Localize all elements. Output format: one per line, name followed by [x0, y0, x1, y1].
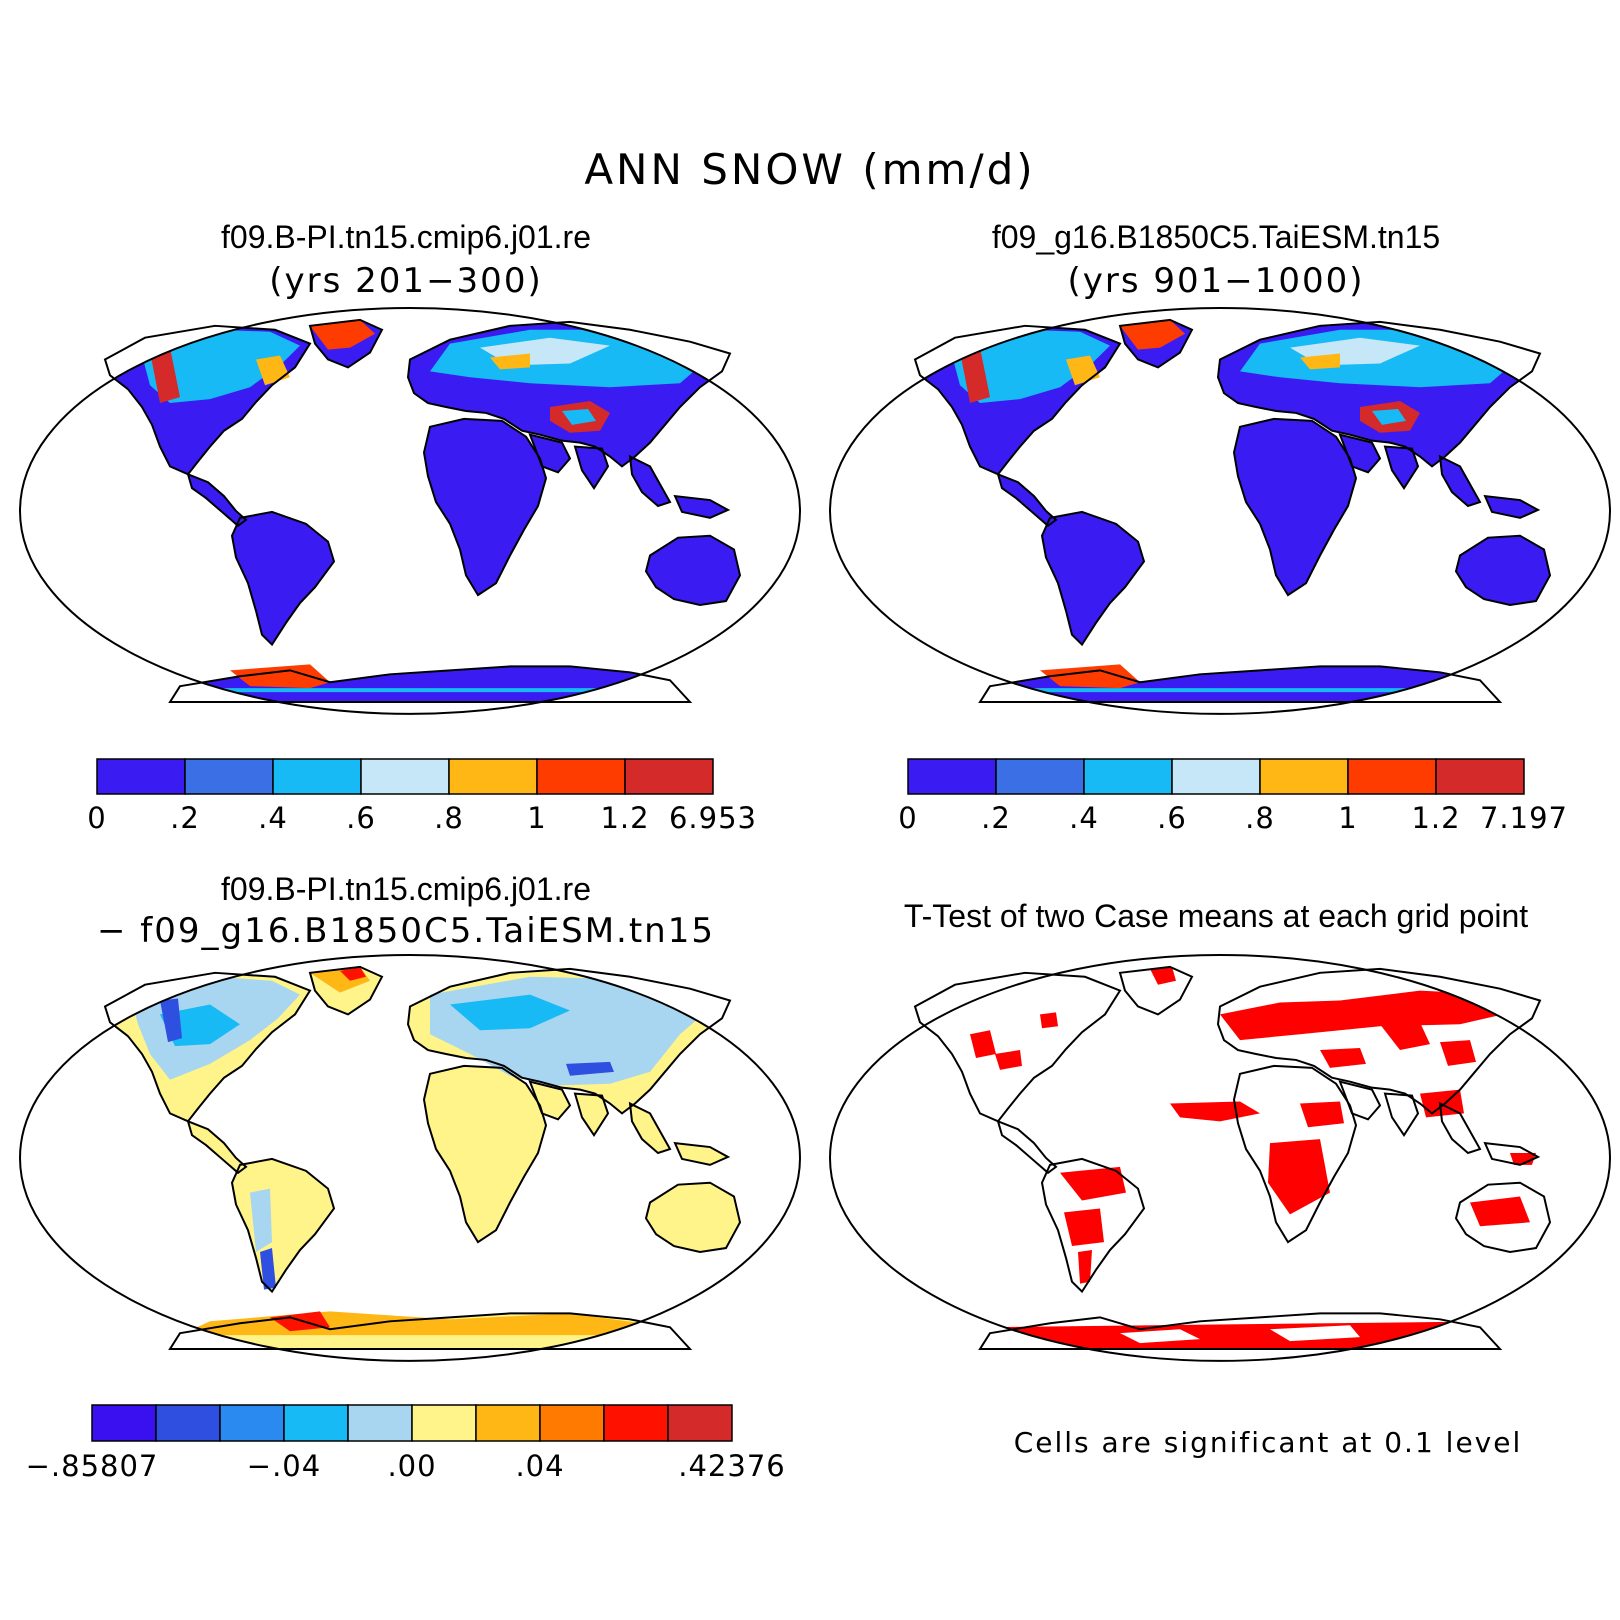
panel-case2-subtitle: (yrs 901−1000)	[1067, 261, 1364, 301]
panel-diff-title: f09.B-PI.tn15.cmip6.j01.re	[221, 871, 591, 907]
panel-diff-subtitle: − f09_g16.B1850C5.TaiESM.tn15	[97, 911, 715, 951]
colorbar-tick-label: .8	[434, 801, 464, 835]
colorbar-swatch	[155, 1404, 221, 1442]
panel-case1-title: f09.B-PI.tn15.cmip6.j01.re	[221, 219, 591, 255]
figure-title: ANN SNOW (mm/d)	[584, 145, 1035, 194]
panel-case1: f09.B-PI.tn15.cmip6.j01.re (yrs 201−300)	[19, 219, 801, 835]
colorbar-tick-label: .4	[1069, 801, 1099, 835]
colorbar-tick-label: 1.2	[1411, 801, 1460, 835]
colorbar-swatch	[907, 758, 997, 795]
colorbar-swatch	[1083, 758, 1173, 795]
map-diff	[19, 954, 801, 1362]
colorbar-tick-label: .00	[387, 1449, 436, 1483]
map-case1-border	[19, 307, 801, 715]
colorbar-swatch	[411, 1404, 477, 1442]
colorbar-swatch	[219, 1404, 285, 1442]
colorbar-tick-label: .2	[981, 801, 1011, 835]
colorbar-swatch	[272, 758, 362, 795]
colorbar-tick-label: −.04	[247, 1449, 321, 1483]
colorbar-swatch	[96, 758, 186, 795]
panel-case2-title: f09_g16.B1850C5.TaiESM.tn15	[992, 219, 1440, 255]
colorbar-tick-label: .42376	[678, 1449, 785, 1483]
colorbar-swatch	[91, 1404, 157, 1442]
colorbar-case2: 0 .2 .4 .6 .8 1 1.2 7.197	[898, 758, 1568, 835]
panel-ttest: T-Test of two Case means at each grid po…	[829, 898, 1611, 1459]
map-case2-border	[829, 307, 1611, 715]
colorbar-tick-label: .4	[258, 801, 288, 835]
colorbar-tick-label: 0	[87, 801, 106, 835]
colorbar-tick-label: −.85807	[26, 1449, 159, 1483]
colorbar-swatch	[448, 758, 538, 795]
colorbar-swatch	[1435, 758, 1525, 795]
colorbar-swatch	[603, 1404, 669, 1442]
map-diff-border	[19, 954, 801, 1362]
colorbar-tick-label: .04	[515, 1449, 564, 1483]
colorbar-diff: −.85807 −.04 .00 .04 .42376	[26, 1404, 785, 1483]
colorbar-swatch	[624, 758, 714, 795]
colorbar-swatch	[1259, 758, 1349, 795]
colorbar-swatch	[283, 1404, 349, 1442]
colorbar-swatch	[539, 1404, 605, 1442]
colorbar-tick-label: .6	[346, 801, 376, 835]
colorbar-swatch	[667, 1404, 733, 1442]
map-ttest	[829, 954, 1611, 1362]
colorbar-swatch	[360, 758, 450, 795]
panel-case1-subtitle: (yrs 201−300)	[269, 261, 542, 301]
colorbar-swatch	[347, 1404, 413, 1442]
map-ttest-border	[829, 954, 1611, 1362]
panel-diff: f09.B-PI.tn15.cmip6.j01.re − f09_g16.B18…	[19, 871, 801, 1483]
colorbar-case1: 0 .2 .4 .6 .8 1 1.2 6.953	[87, 758, 757, 835]
panel-ttest-title: T-Test of two Case means at each grid po…	[904, 898, 1528, 934]
colorbar-swatch	[536, 758, 626, 795]
colorbar-swatch	[184, 758, 274, 795]
colorbar-tick-label: 7.197	[1480, 801, 1568, 835]
colorbar-tick-label: .8	[1245, 801, 1275, 835]
panel-case2: f09_g16.B1850C5.TaiESM.tn15 (yrs 901−100…	[829, 219, 1611, 835]
colorbar-tick-label: 1	[527, 801, 546, 835]
colorbar-tick-label: 6.953	[669, 801, 757, 835]
colorbar-swatch	[995, 758, 1085, 795]
colorbar-tick-label: 0	[898, 801, 917, 835]
colorbar-tick-label: .6	[1157, 801, 1187, 835]
colorbar-swatch	[475, 1404, 541, 1442]
colorbar-swatch	[1347, 758, 1437, 795]
map-case1	[19, 307, 801, 715]
colorbar-swatch	[1171, 758, 1261, 795]
map-case2	[829, 307, 1611, 715]
colorbar-tick-label: .2	[170, 801, 200, 835]
panel-ttest-note: Cells are significant at 0.1 level	[1014, 1426, 1523, 1459]
colorbar-tick-label: 1	[1338, 801, 1357, 835]
colorbar-tick-label: 1.2	[600, 801, 649, 835]
